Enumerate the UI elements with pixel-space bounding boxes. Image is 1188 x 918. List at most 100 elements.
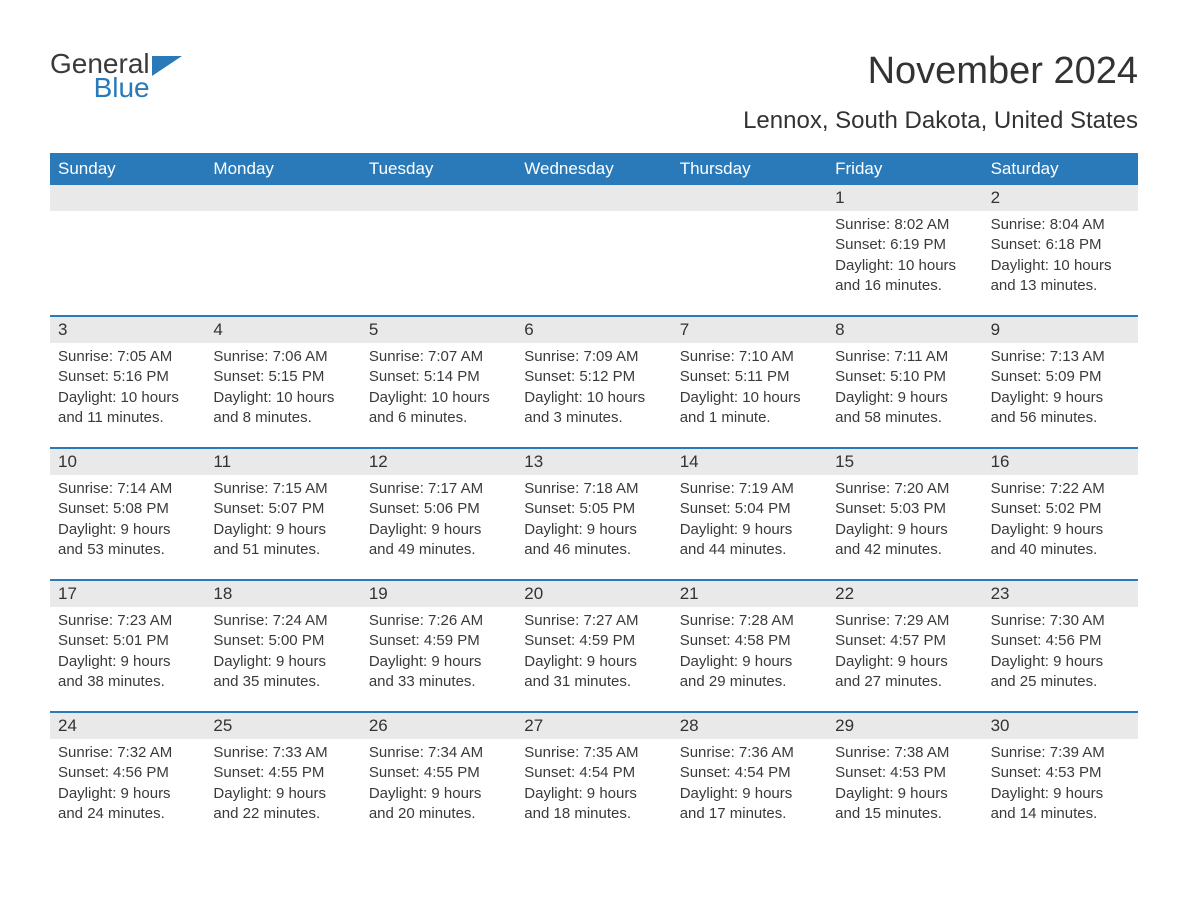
day-number — [516, 185, 671, 211]
day-content: Sunrise: 7:06 AMSunset: 5:15 PMDaylight:… — [205, 343, 360, 438]
calendar-day-cell: 20Sunrise: 7:27 AMSunset: 4:59 PMDayligh… — [516, 581, 671, 711]
calendar-day-cell: 15Sunrise: 7:20 AMSunset: 5:03 PMDayligh… — [827, 449, 982, 579]
calendar-day-cell: 25Sunrise: 7:33 AMSunset: 4:55 PMDayligh… — [205, 713, 360, 843]
day-number: 19 — [361, 581, 516, 607]
day-content: Sunrise: 7:33 AMSunset: 4:55 PMDaylight:… — [205, 739, 360, 834]
daylight-text: Daylight: 9 hours and 51 minutes. — [213, 520, 352, 561]
calendar-day-cell: 27Sunrise: 7:35 AMSunset: 4:54 PMDayligh… — [516, 713, 671, 843]
daylight-text: Daylight: 9 hours and 56 minutes. — [991, 388, 1130, 429]
day-content: Sunrise: 7:09 AMSunset: 5:12 PMDaylight:… — [516, 343, 671, 438]
sunset-text: Sunset: 4:55 PM — [213, 763, 352, 783]
day-number: 11 — [205, 449, 360, 475]
day-number: 25 — [205, 713, 360, 739]
sunrise-text: Sunrise: 7:38 AM — [835, 743, 974, 763]
day-content: Sunrise: 8:02 AMSunset: 6:19 PMDaylight:… — [827, 211, 982, 306]
sunrise-text: Sunrise: 7:14 AM — [58, 479, 197, 499]
calendar-week-row: 24Sunrise: 7:32 AMSunset: 4:56 PMDayligh… — [50, 711, 1138, 843]
daylight-text: Daylight: 10 hours and 8 minutes. — [213, 388, 352, 429]
calendar-day-cell: 3Sunrise: 7:05 AMSunset: 5:16 PMDaylight… — [50, 317, 205, 447]
sunset-text: Sunset: 5:16 PM — [58, 367, 197, 387]
header: General Blue November 2024 Lennox, South… — [50, 50, 1138, 135]
sunset-text: Sunset: 5:09 PM — [991, 367, 1130, 387]
sunrise-text: Sunrise: 7:30 AM — [991, 611, 1130, 631]
calendar-day-cell: 16Sunrise: 7:22 AMSunset: 5:02 PMDayligh… — [983, 449, 1138, 579]
sunset-text: Sunset: 5:15 PM — [213, 367, 352, 387]
sunset-text: Sunset: 4:56 PM — [58, 763, 197, 783]
sunrise-text: Sunrise: 8:04 AM — [991, 215, 1130, 235]
sunrise-text: Sunrise: 8:02 AM — [835, 215, 974, 235]
logo: General Blue — [50, 50, 182, 102]
calendar-day-cell: 21Sunrise: 7:28 AMSunset: 4:58 PMDayligh… — [672, 581, 827, 711]
calendar-week-row: 17Sunrise: 7:23 AMSunset: 5:01 PMDayligh… — [50, 579, 1138, 711]
day-number: 17 — [50, 581, 205, 607]
logo-word-blue: Blue — [94, 74, 150, 102]
day-number: 3 — [50, 317, 205, 343]
calendar: Sunday Monday Tuesday Wednesday Thursday… — [50, 153, 1138, 843]
day-content: Sunrise: 7:32 AMSunset: 4:56 PMDaylight:… — [50, 739, 205, 834]
day-number: 10 — [50, 449, 205, 475]
calendar-day-cell — [205, 185, 360, 315]
calendar-day-cell: 29Sunrise: 7:38 AMSunset: 4:53 PMDayligh… — [827, 713, 982, 843]
calendar-day-cell: 8Sunrise: 7:11 AMSunset: 5:10 PMDaylight… — [827, 317, 982, 447]
day-number: 21 — [672, 581, 827, 607]
calendar-day-cell: 9Sunrise: 7:13 AMSunset: 5:09 PMDaylight… — [983, 317, 1138, 447]
daylight-text: Daylight: 9 hours and 27 minutes. — [835, 652, 974, 693]
daylight-text: Daylight: 9 hours and 46 minutes. — [524, 520, 663, 561]
daylight-text: Daylight: 9 hours and 58 minutes. — [835, 388, 974, 429]
sunrise-text: Sunrise: 7:07 AM — [369, 347, 508, 367]
day-content: Sunrise: 7:36 AMSunset: 4:54 PMDaylight:… — [672, 739, 827, 834]
day-content: Sunrise: 7:10 AMSunset: 5:11 PMDaylight:… — [672, 343, 827, 438]
sunrise-text: Sunrise: 7:39 AM — [991, 743, 1130, 763]
sunrise-text: Sunrise: 7:28 AM — [680, 611, 819, 631]
day-number: 18 — [205, 581, 360, 607]
daylight-text: Daylight: 9 hours and 14 minutes. — [991, 784, 1130, 825]
daylight-text: Daylight: 9 hours and 25 minutes. — [991, 652, 1130, 693]
title-block: November 2024 Lennox, South Dakota, Unit… — [743, 50, 1138, 135]
calendar-day-cell: 2Sunrise: 8:04 AMSunset: 6:18 PMDaylight… — [983, 185, 1138, 315]
day-number: 26 — [361, 713, 516, 739]
daylight-text: Daylight: 9 hours and 22 minutes. — [213, 784, 352, 825]
sunset-text: Sunset: 5:10 PM — [835, 367, 974, 387]
calendar-day-cell: 17Sunrise: 7:23 AMSunset: 5:01 PMDayligh… — [50, 581, 205, 711]
sunrise-text: Sunrise: 7:22 AM — [991, 479, 1130, 499]
month-title: November 2024 — [743, 50, 1138, 93]
sunrise-text: Sunrise: 7:27 AM — [524, 611, 663, 631]
day-content: Sunrise: 7:15 AMSunset: 5:07 PMDaylight:… — [205, 475, 360, 570]
daylight-text: Daylight: 9 hours and 15 minutes. — [835, 784, 974, 825]
calendar-day-cell: 23Sunrise: 7:30 AMSunset: 4:56 PMDayligh… — [983, 581, 1138, 711]
day-content: Sunrise: 7:29 AMSunset: 4:57 PMDaylight:… — [827, 607, 982, 702]
calendar-day-cell — [361, 185, 516, 315]
calendar-day-cell: 11Sunrise: 7:15 AMSunset: 5:07 PMDayligh… — [205, 449, 360, 579]
calendar-day-cell: 19Sunrise: 7:26 AMSunset: 4:59 PMDayligh… — [361, 581, 516, 711]
daylight-text: Daylight: 9 hours and 33 minutes. — [369, 652, 508, 693]
sunset-text: Sunset: 4:57 PM — [835, 631, 974, 651]
calendar-week-row: 1Sunrise: 8:02 AMSunset: 6:19 PMDaylight… — [50, 185, 1138, 315]
calendar-day-cell: 18Sunrise: 7:24 AMSunset: 5:00 PMDayligh… — [205, 581, 360, 711]
day-number: 28 — [672, 713, 827, 739]
day-number — [50, 185, 205, 211]
weekday-header: Sunday — [50, 153, 205, 185]
day-number: 20 — [516, 581, 671, 607]
sunrise-text: Sunrise: 7:06 AM — [213, 347, 352, 367]
daylight-text: Daylight: 9 hours and 49 minutes. — [369, 520, 508, 561]
sunrise-text: Sunrise: 7:05 AM — [58, 347, 197, 367]
daylight-text: Daylight: 9 hours and 42 minutes. — [835, 520, 974, 561]
sunset-text: Sunset: 5:12 PM — [524, 367, 663, 387]
sunset-text: Sunset: 5:00 PM — [213, 631, 352, 651]
day-content: Sunrise: 7:14 AMSunset: 5:08 PMDaylight:… — [50, 475, 205, 570]
sunset-text: Sunset: 4:56 PM — [991, 631, 1130, 651]
sunrise-text: Sunrise: 7:13 AM — [991, 347, 1130, 367]
day-number: 30 — [983, 713, 1138, 739]
day-content: Sunrise: 7:28 AMSunset: 4:58 PMDaylight:… — [672, 607, 827, 702]
sunset-text: Sunset: 4:54 PM — [524, 763, 663, 783]
day-number: 7 — [672, 317, 827, 343]
sunset-text: Sunset: 5:14 PM — [369, 367, 508, 387]
day-content: Sunrise: 7:05 AMSunset: 5:16 PMDaylight:… — [50, 343, 205, 438]
daylight-text: Daylight: 9 hours and 44 minutes. — [680, 520, 819, 561]
calendar-day-cell: 28Sunrise: 7:36 AMSunset: 4:54 PMDayligh… — [672, 713, 827, 843]
sunrise-text: Sunrise: 7:10 AM — [680, 347, 819, 367]
daylight-text: Daylight: 9 hours and 20 minutes. — [369, 784, 508, 825]
day-content: Sunrise: 7:30 AMSunset: 4:56 PMDaylight:… — [983, 607, 1138, 702]
sunrise-text: Sunrise: 7:11 AM — [835, 347, 974, 367]
sunrise-text: Sunrise: 7:36 AM — [680, 743, 819, 763]
